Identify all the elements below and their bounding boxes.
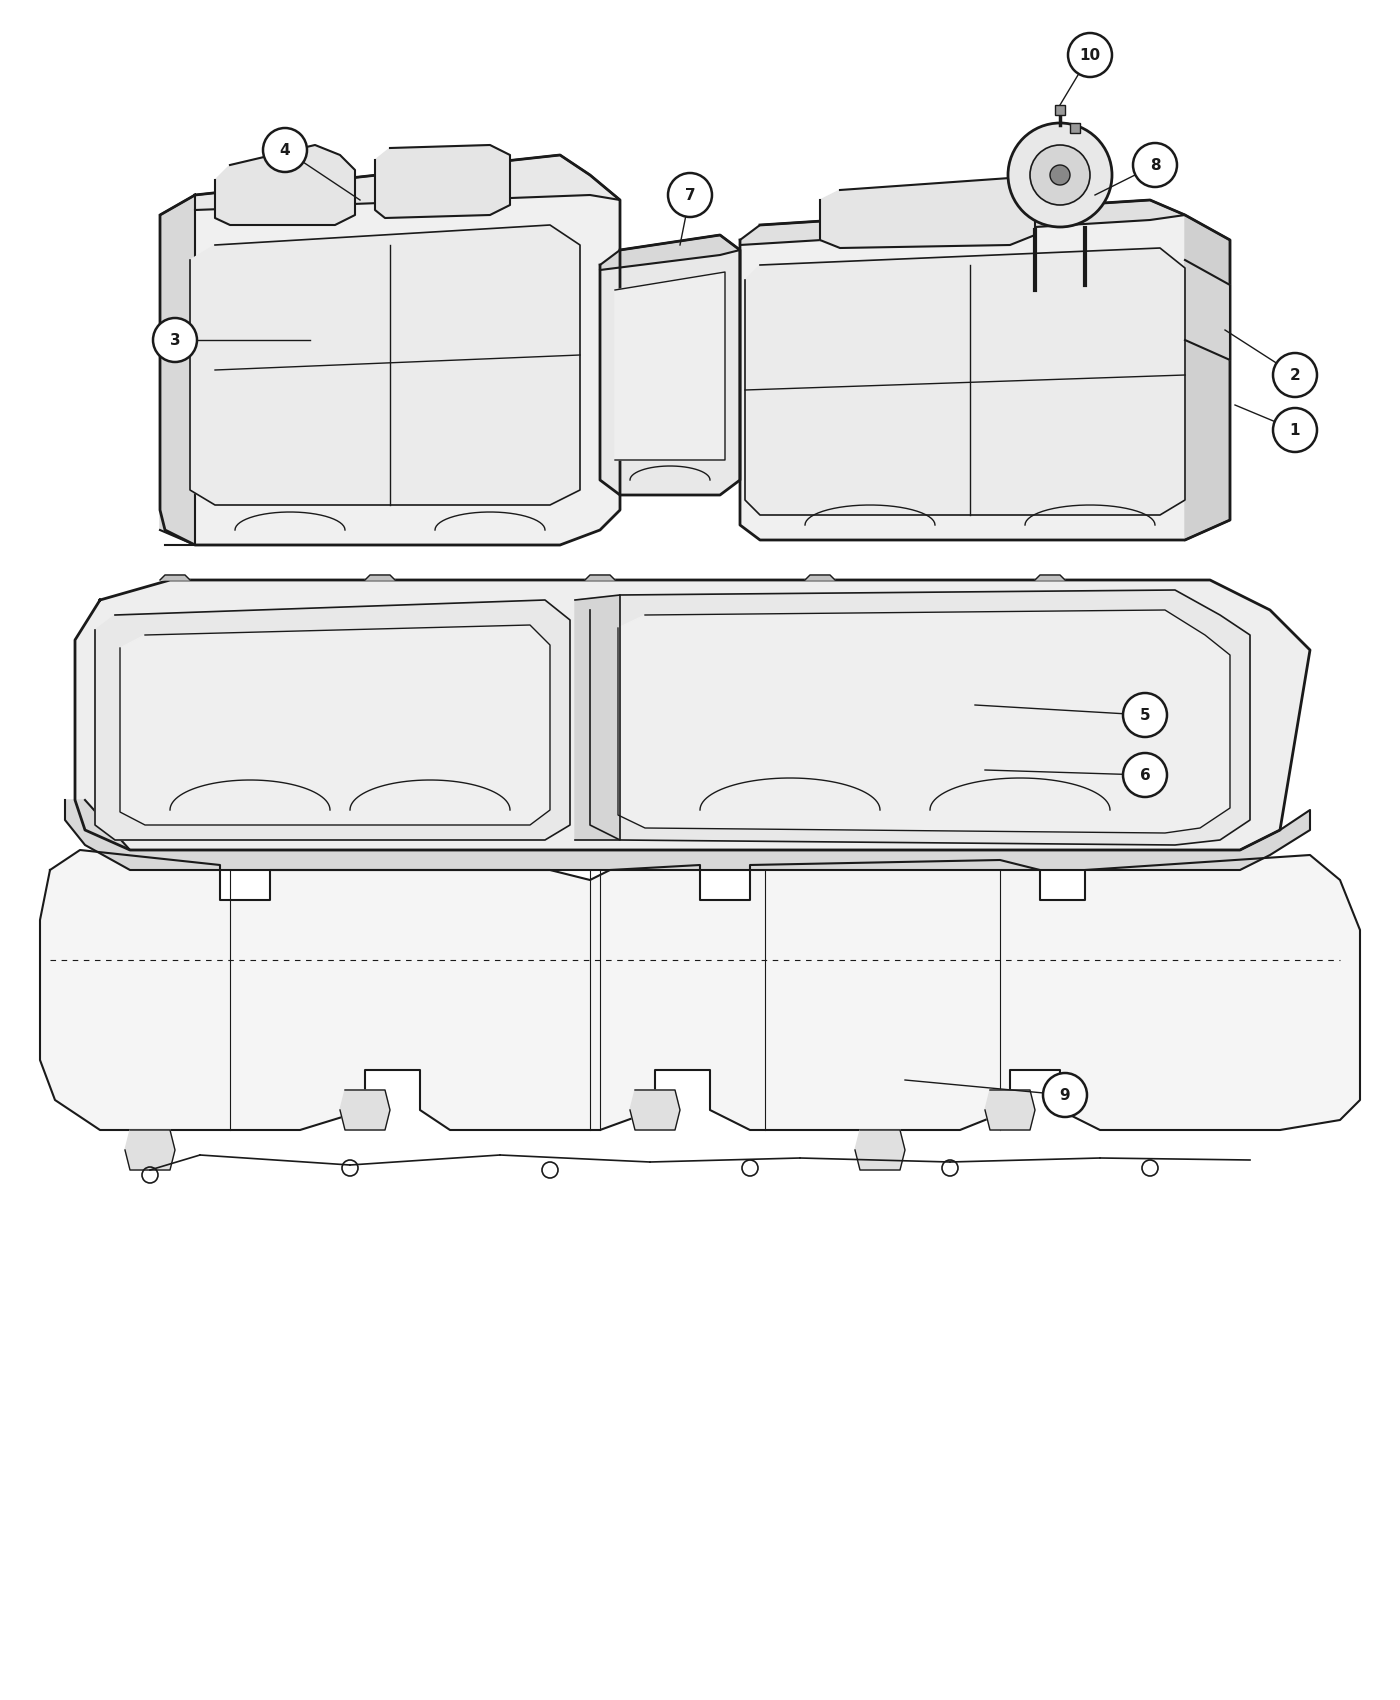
Circle shape <box>1123 753 1168 797</box>
Polygon shape <box>120 626 550 824</box>
Polygon shape <box>1035 575 1065 580</box>
Text: 9: 9 <box>1060 1088 1071 1103</box>
Polygon shape <box>741 201 1184 245</box>
Circle shape <box>1273 408 1317 452</box>
Circle shape <box>1133 143 1177 187</box>
Circle shape <box>1008 122 1112 228</box>
Circle shape <box>1273 354 1317 398</box>
Text: 4: 4 <box>280 143 290 158</box>
Text: 10: 10 <box>1079 48 1100 63</box>
Circle shape <box>1043 1073 1086 1117</box>
Text: 7: 7 <box>685 187 696 202</box>
Polygon shape <box>64 801 1310 870</box>
Polygon shape <box>95 600 570 840</box>
Text: 3: 3 <box>169 333 181 347</box>
Circle shape <box>1123 694 1168 738</box>
Polygon shape <box>160 196 195 546</box>
Polygon shape <box>41 850 1359 1130</box>
Polygon shape <box>76 580 1310 850</box>
Text: 1: 1 <box>1289 423 1301 437</box>
Circle shape <box>1050 165 1070 185</box>
Text: 2: 2 <box>1289 367 1301 382</box>
Polygon shape <box>160 155 620 546</box>
Polygon shape <box>190 224 580 505</box>
Bar <box>1070 122 1079 133</box>
Polygon shape <box>617 610 1231 833</box>
Text: 8: 8 <box>1149 158 1161 172</box>
Polygon shape <box>1184 260 1231 360</box>
Polygon shape <box>601 235 741 495</box>
Polygon shape <box>1184 214 1231 541</box>
Polygon shape <box>805 575 834 580</box>
Polygon shape <box>375 144 510 218</box>
Polygon shape <box>615 272 725 461</box>
Polygon shape <box>216 144 356 224</box>
Text: 6: 6 <box>1140 767 1151 782</box>
Polygon shape <box>601 235 741 270</box>
Polygon shape <box>855 1130 904 1170</box>
Polygon shape <box>986 1090 1035 1130</box>
Polygon shape <box>575 595 620 840</box>
Polygon shape <box>160 575 190 580</box>
Polygon shape <box>125 1130 175 1170</box>
Polygon shape <box>630 1090 680 1130</box>
Polygon shape <box>745 248 1184 515</box>
Polygon shape <box>589 590 1250 845</box>
Polygon shape <box>365 575 395 580</box>
Circle shape <box>153 318 197 362</box>
Bar <box>1056 105 1065 116</box>
Polygon shape <box>585 575 615 580</box>
Circle shape <box>1030 144 1091 206</box>
Circle shape <box>668 173 713 218</box>
Polygon shape <box>195 155 620 211</box>
Polygon shape <box>340 1090 391 1130</box>
Circle shape <box>1068 32 1112 76</box>
Text: 5: 5 <box>1140 707 1151 722</box>
Polygon shape <box>741 201 1231 541</box>
Circle shape <box>263 128 307 172</box>
Polygon shape <box>820 178 1035 248</box>
